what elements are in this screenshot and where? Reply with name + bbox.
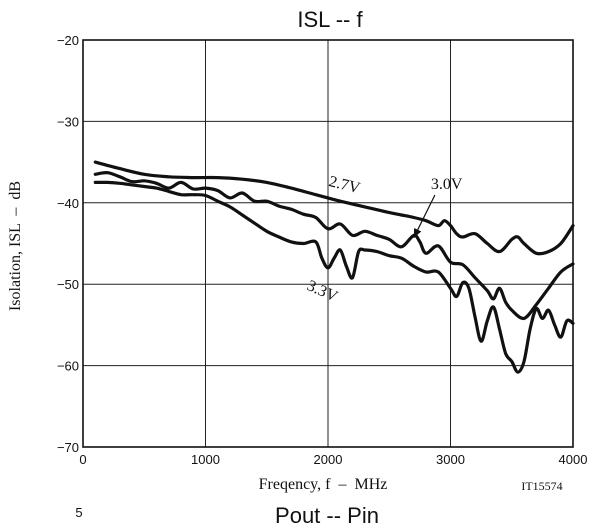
x-tick-label: 1000 xyxy=(191,452,220,467)
x-tick-label: 2000 xyxy=(314,452,343,467)
series-label-2-7v: 2.7V xyxy=(327,173,362,197)
gridlines xyxy=(82,39,574,448)
annotation-arrowhead xyxy=(413,227,422,238)
plot-frame xyxy=(82,39,574,448)
chart-title: ISL -- f xyxy=(297,7,363,32)
figure-code: IT15574 xyxy=(521,479,562,493)
x-tick-label: 3000 xyxy=(436,452,465,467)
y-axis-label: Isolation, ISL – dB xyxy=(7,181,24,311)
y-tick-label: −20 xyxy=(57,33,79,48)
x-tick-labels: 0 1000 2000 3000 4000 xyxy=(79,452,587,467)
footer-fragment: 5 xyxy=(75,505,82,520)
y-tick-label: −70 xyxy=(57,440,79,455)
y-tick-label: −60 xyxy=(57,359,79,374)
series-label-3-3v: 3.3V xyxy=(304,277,340,306)
y-tick-labels: −20 −30 −40 −50 −60 −70 xyxy=(57,33,79,455)
y-tick-label: −50 xyxy=(57,277,79,292)
x-tick-label: 0 xyxy=(79,452,86,467)
series-line-3-0v xyxy=(93,171,575,321)
series-line-3-3v xyxy=(93,180,575,374)
next-chart-title: Pout -- Pin xyxy=(275,503,379,528)
x-axis-label: Freqency, f – MHz xyxy=(259,476,388,493)
series-lines xyxy=(93,160,575,374)
series-label-3-0v: 3.0V xyxy=(431,176,463,193)
x-tick-label: 4000 xyxy=(559,452,588,467)
y-tick-label: −30 xyxy=(57,114,79,129)
series-line-2-7v xyxy=(93,160,575,256)
y-tick-label: −40 xyxy=(57,196,79,211)
